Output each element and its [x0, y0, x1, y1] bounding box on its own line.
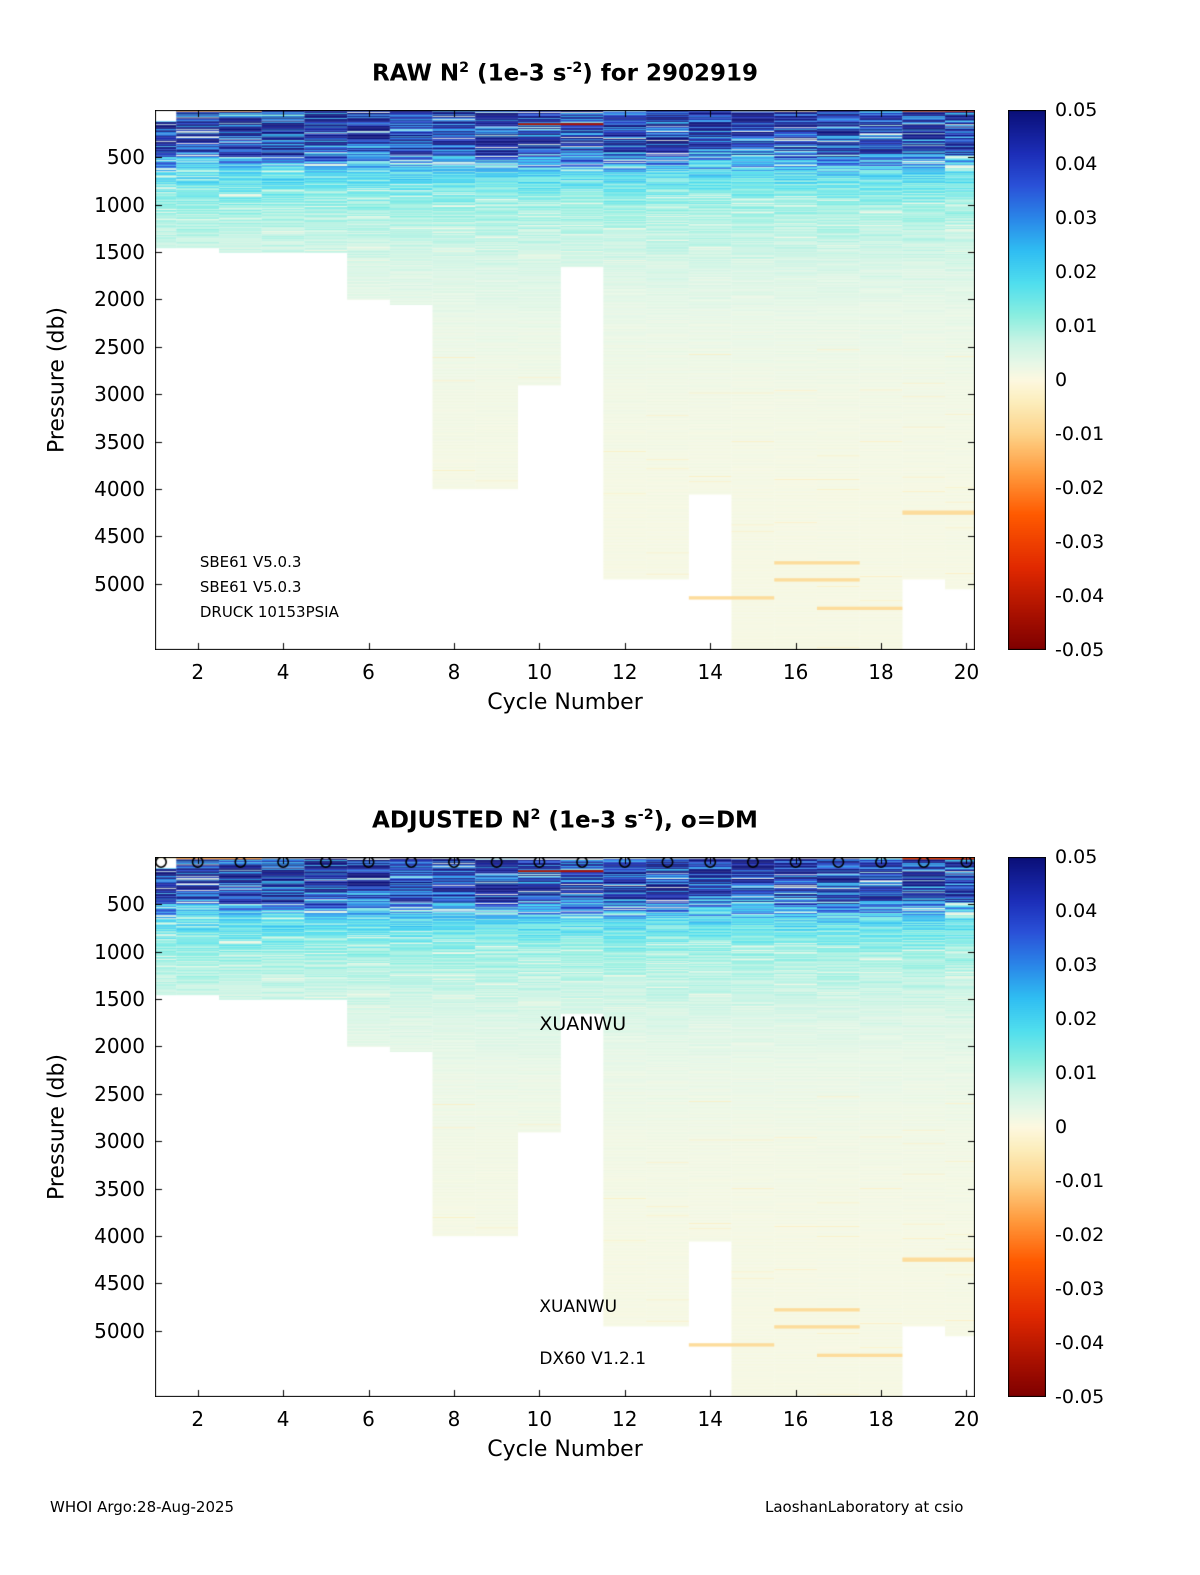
- colorbar-tick-label: -0.01: [1055, 423, 1105, 445]
- title-superscript: -2: [637, 807, 654, 823]
- title-superscript: 2: [530, 807, 541, 823]
- footer-credit-right: LaoshanLaboratory at csio: [765, 1498, 964, 1516]
- x-tick-label: 2: [191, 1407, 205, 1431]
- x-tick-label: 14: [697, 660, 723, 684]
- colorbar-tick-label: 0.03: [1055, 954, 1098, 976]
- y-tick-label: 2500: [94, 334, 145, 359]
- title-superscript: 2: [459, 60, 470, 76]
- title-superscript: -2: [566, 60, 583, 76]
- colorbar-tick-label: -0.05: [1055, 639, 1105, 661]
- plot-annotation: SBE61 V5.0.3: [199, 553, 302, 572]
- colorbar-tick-label: -0.05: [1055, 1386, 1105, 1408]
- title-text: ) for 2902919: [582, 60, 758, 87]
- x-tick-label: 12: [612, 660, 638, 684]
- plot-annotation: DX60 V1.2.1: [539, 1349, 647, 1370]
- plot-annotation: DRUCK 10153PSIA: [199, 602, 339, 621]
- y-tick-label: 1500: [94, 987, 145, 1012]
- x-tick-label: 12: [612, 1407, 638, 1431]
- adjusted-heatmap-canvas: [155, 857, 975, 1397]
- colorbar-tick-label: 0.05: [1055, 99, 1098, 121]
- x-tick-label: 6: [362, 1407, 375, 1431]
- x-tick-label: 8: [447, 1407, 461, 1431]
- title-text: ), o=DM: [653, 807, 758, 834]
- colorbar-tick-label: -0.02: [1055, 1224, 1105, 1246]
- x-tick-label: 8: [447, 660, 461, 684]
- colorbar-tick-label: 0.03: [1055, 207, 1098, 229]
- y-tick-label: 4500: [94, 524, 145, 549]
- colorbar-tick-label: -0.03: [1055, 1278, 1105, 1300]
- y-tick-label: 5000: [94, 1318, 145, 1343]
- colorbar-tick-label: 0.02: [1055, 1008, 1098, 1030]
- colorbar-tick-label: 0.01: [1055, 315, 1098, 337]
- colorbar-tick-label: 0.05: [1055, 846, 1098, 868]
- colorbar-tick-label: 0: [1055, 369, 1068, 391]
- y-tick-label: 5000: [94, 571, 145, 596]
- y-tick-label: 3000: [94, 382, 145, 407]
- x-tick-label: 14: [697, 1407, 723, 1431]
- adjusted-x-axis-label: Cycle Number: [487, 1437, 643, 1462]
- y-tick-label: 4000: [94, 1223, 145, 1248]
- y-tick-label: 500: [106, 145, 145, 170]
- colorbar-tick-label: 0.02: [1055, 261, 1098, 283]
- y-tick-label: 2500: [94, 1081, 145, 1106]
- title-text: (1e-3 s: [469, 60, 567, 87]
- raw-colorbar-canvas: [1008, 110, 1046, 650]
- y-tick-label: 1000: [94, 939, 145, 964]
- x-tick-label: 18: [868, 660, 894, 684]
- y-tick-label: 3500: [94, 1176, 145, 1201]
- raw-heatmap-canvas: [155, 110, 975, 650]
- colorbar-tick-label: -0.04: [1055, 585, 1105, 607]
- y-tick-label: 4000: [94, 476, 145, 501]
- colorbar-tick-label: 0.04: [1055, 153, 1098, 175]
- adjusted-colorbar-canvas: [1008, 857, 1046, 1397]
- y-tick-label: 3000: [94, 1129, 145, 1154]
- colorbar-tick-label: -0.04: [1055, 1332, 1105, 1354]
- x-tick-label: 6: [362, 660, 375, 684]
- colorbar-tick-label: -0.03: [1055, 531, 1105, 553]
- colorbar-tick-label: 0.01: [1055, 1062, 1098, 1084]
- y-tick-label: 3500: [94, 429, 145, 454]
- raw-panel-title: RAW N2 (1e-3 s-2) for 2902919: [155, 60, 975, 87]
- colorbar-tick-label: -0.01: [1055, 1170, 1105, 1192]
- x-tick-label: 16: [782, 1407, 809, 1431]
- x-tick-label: 2: [191, 660, 205, 684]
- colorbar-tick-label: -0.02: [1055, 477, 1105, 499]
- title-text: ADJUSTED N: [372, 807, 531, 834]
- x-tick-label: 10: [526, 1407, 553, 1431]
- colorbar-tick-label: 0: [1055, 1116, 1068, 1138]
- title-text: RAW N: [372, 60, 460, 87]
- x-tick-label: 16: [782, 660, 809, 684]
- y-tick-label: 2000: [94, 1034, 145, 1059]
- y-tick-label: 500: [106, 892, 145, 917]
- footer-credit-left: WHOI Argo:28-Aug-2025: [50, 1498, 235, 1516]
- y-tick-label: 1500: [94, 240, 145, 265]
- plot-annotation: XUANWU: [539, 1297, 618, 1318]
- x-tick-label: 4: [276, 660, 290, 684]
- x-tick-label: 10: [526, 660, 553, 684]
- x-tick-label: 20: [953, 660, 980, 684]
- adjusted-panel-title: ADJUSTED N2 (1e-3 s-2), o=DM: [155, 807, 975, 834]
- raw-x-axis-label: Cycle Number: [487, 690, 643, 715]
- y-tick-label: 4500: [94, 1271, 145, 1296]
- y-tick-label: 1000: [94, 192, 145, 217]
- x-tick-label: 4: [276, 1407, 290, 1431]
- colorbar-tick-label: 0.04: [1055, 900, 1098, 922]
- plot-annotation: XUANWU: [539, 1013, 627, 1036]
- title-text: (1e-3 s: [540, 807, 638, 834]
- x-tick-label: 20: [953, 1407, 980, 1431]
- x-tick-label: 18: [868, 1407, 894, 1431]
- y-tick-label: 2000: [94, 287, 145, 312]
- plot-annotation: SBE61 V5.0.3: [199, 578, 302, 597]
